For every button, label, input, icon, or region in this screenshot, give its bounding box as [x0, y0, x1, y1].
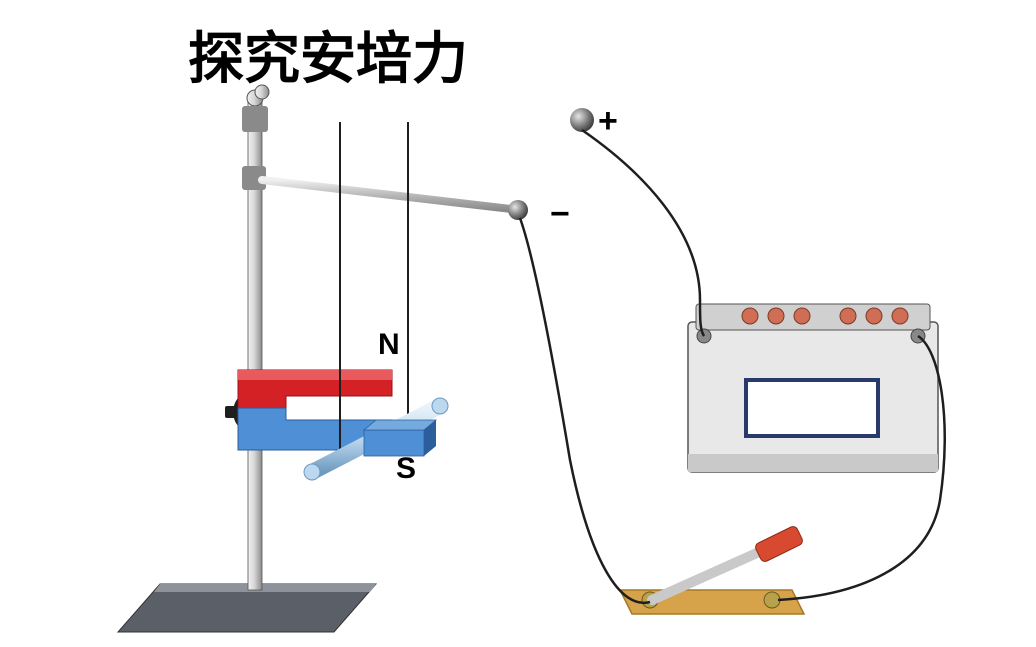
- circuit-wire: [582, 130, 704, 336]
- lower-arm: [262, 180, 520, 210]
- circuit-wire: [520, 218, 650, 603]
- north-label: N: [378, 328, 400, 362]
- minus-label: −: [550, 195, 570, 234]
- battery-cap: [892, 308, 908, 324]
- battery-cap: [794, 308, 810, 324]
- diagram-title: 探究安培力: [188, 14, 468, 95]
- plus-terminal: [570, 108, 594, 132]
- plus-label: +: [598, 102, 618, 141]
- battery-cap: [742, 308, 758, 324]
- battery-cap: [866, 308, 882, 324]
- apparatus-diagram: [0, 0, 1036, 647]
- switch-handle: [754, 525, 804, 563]
- battery-cap: [840, 308, 856, 324]
- minus-terminal: [508, 200, 528, 220]
- switch-terminal-right: [764, 592, 780, 608]
- south-label: S: [396, 452, 416, 486]
- battery-cap: [768, 308, 784, 324]
